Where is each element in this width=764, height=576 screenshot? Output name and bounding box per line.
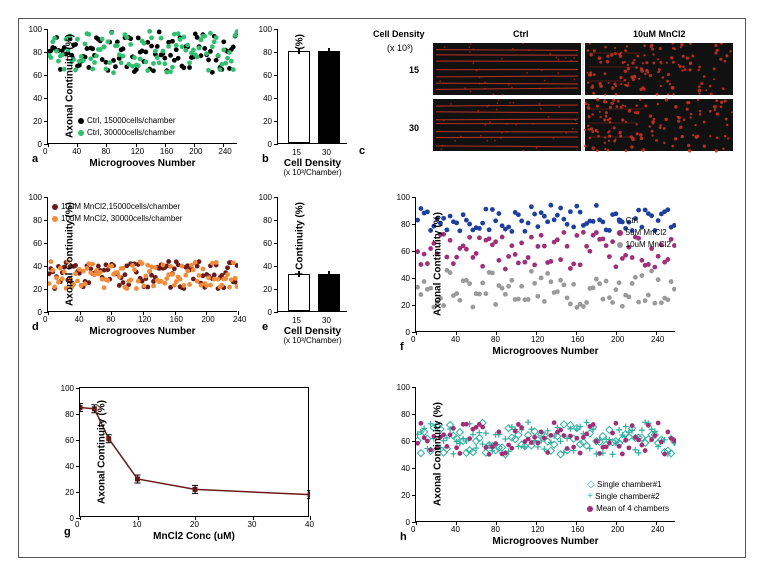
xlabel-h: Microgrooves Number [492, 536, 598, 547]
legend-dot [617, 218, 623, 224]
ylabel-f: Axonal Continuity (%) [432, 212, 443, 316]
xlabel-d: Microgrooves Number [89, 326, 195, 337]
c-label-treat: 10uM MnCl2 [633, 29, 686, 39]
letter-c: c [359, 145, 365, 157]
xsub-b: (x 10³/Chamber) [283, 168, 341, 177]
legend-label: 10uM MnCl2, 30000cells/chamber [61, 214, 182, 223]
legend-dot [52, 216, 58, 222]
c-label-density: Cell Density [373, 29, 425, 39]
legend-dot [617, 230, 623, 236]
letter-a: a [32, 153, 38, 165]
bar-e: Axonal Continuity (%) Cell Density (x 10… [277, 197, 347, 312]
scatter-d: Axonal Continuity (%) Microgrooves Numbe… [47, 197, 237, 312]
legend-h: ◇ Single chamber#1 + Single chamber#2 Me… [587, 479, 669, 515]
legend-label: Mean of 4 chambers [596, 504, 669, 513]
legend-label: 10uM MnCl2 [626, 240, 671, 249]
letter-d: d [32, 321, 39, 333]
legend-label: Ctrl [626, 216, 638, 225]
letter-f: f [400, 341, 404, 353]
legend-dot [78, 130, 84, 136]
legend-dot [78, 118, 84, 124]
panel-a: Axonal Continuity (%) Microgrooves Numbe… [47, 29, 237, 144]
legend-label: Ctrl, 30000cells/chamber [87, 128, 175, 137]
ylabel-a: Axonal Continuity (%) [64, 34, 75, 138]
xlabel-f: Microgrooves Number [492, 346, 598, 357]
xsub-e: (x 10³/Chamber) [283, 336, 341, 345]
legend-dot [52, 204, 58, 210]
scatter-f: Axonal Continuity (%) Microgrooves Numbe… [415, 197, 675, 332]
legend-d: 10uM MnCl2,15000cells/chamber 10uM MnCl2… [52, 201, 182, 225]
legend-dot [617, 242, 623, 248]
panel-e: Axonal Continuity (%) Cell Density (x 10… [277, 197, 347, 312]
panel-b: Axonal Continuity (%) Cell Density (x 10… [277, 29, 347, 144]
letter-e: e [262, 321, 268, 333]
c-label-ctrl: Ctrl [513, 29, 529, 39]
legend-marker: + [587, 491, 593, 502]
scatter-h: Axonal Continuity (%) Microgrooves Numbe… [415, 387, 675, 522]
xlabel-a: Microgrooves Number [89, 158, 195, 169]
figure-frame: Axonal Continuity (%) Microgrooves Numbe… [18, 18, 746, 558]
microscopy-c [433, 43, 733, 158]
xlabel-g: MnCl2 Conc (uM) [153, 531, 235, 542]
bar-b: Axonal Continuity (%) Cell Density (x 10… [277, 29, 347, 144]
scatter-a: Axonal Continuity (%) Microgrooves Numbe… [47, 29, 237, 144]
ylabel-h: Axonal Continuity (%) [432, 402, 443, 506]
letter-b: b [262, 153, 269, 165]
legend-label: 5uM MnCl2 [626, 228, 667, 237]
legend-f: Ctrl 5uM MnCl2 10uM MnCl2 [617, 215, 671, 251]
line-g-svg [80, 388, 310, 518]
legend-label: Single chamber#2 [595, 492, 659, 501]
legend-label: Ctrl, 15000cells/chamber [87, 116, 175, 125]
letter-h: h [400, 531, 407, 543]
line-g: Axonal Continuity (%) MnCl2 Conc (uM) g … [79, 387, 309, 517]
c-sub: (x 10³) [387, 43, 413, 53]
legend-dot [587, 506, 593, 512]
legend-label: 10uM MnCl2,15000cells/chamber [61, 202, 180, 211]
ylabel-g: Axonal Continuity (%) [96, 400, 107, 504]
legend-a: Ctrl, 15000cells/chamber Ctrl, 30000cell… [78, 115, 175, 139]
panel-g: Axonal Continuity (%) MnCl2 Conc (uM) g … [79, 387, 309, 517]
panel-h: Axonal Continuity (%) Microgrooves Numbe… [415, 387, 675, 522]
c-row2: 30 [409, 123, 419, 133]
legend-label: Single chamber#1 [597, 480, 661, 489]
c-row1: 15 [409, 65, 419, 75]
panel-d: Axonal Continuity (%) Microgrooves Numbe… [47, 197, 237, 312]
letter-g: g [64, 526, 71, 538]
panel-f: Axonal Continuity (%) Microgrooves Numbe… [415, 197, 675, 332]
legend-marker: ◇ [587, 479, 595, 490]
